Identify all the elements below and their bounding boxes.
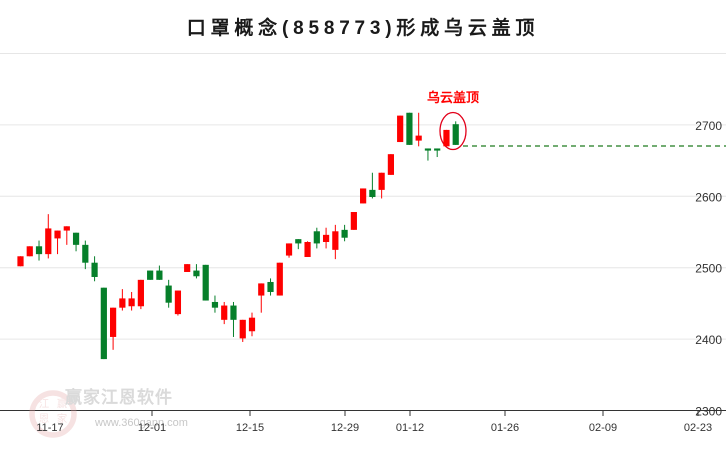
svg-text:2400: 2400: [695, 333, 722, 347]
svg-text:乌云盖顶: 乌云盖顶: [427, 90, 479, 105]
svg-text:江: 江: [39, 398, 50, 410]
svg-text:2600: 2600: [695, 190, 722, 204]
svg-text:2700: 2700: [695, 119, 722, 133]
svg-text:2300: 2300: [695, 405, 722, 419]
svg-text:2500: 2500: [695, 262, 722, 276]
